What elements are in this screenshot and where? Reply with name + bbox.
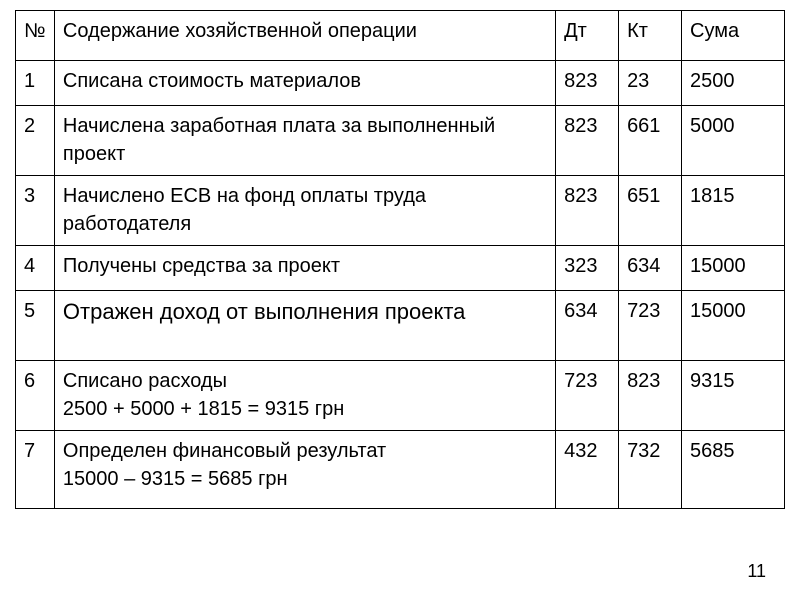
cell-num: 3 — [16, 176, 55, 246]
cell-kt: 732 — [619, 431, 682, 509]
cell-num: 1 — [16, 61, 55, 106]
cell-num: 2 — [16, 106, 55, 176]
table-row: 1 Списана стоимость материалов 823 23 25… — [16, 61, 785, 106]
header-num: № — [16, 11, 55, 61]
cell-kt: 661 — [619, 106, 682, 176]
cell-sum: 5000 — [682, 106, 785, 176]
accounting-table: № Содержание хозяйственной операции Дт К… — [15, 10, 785, 509]
table-row: 2 Начислена заработная плата за выполнен… — [16, 106, 785, 176]
table-row: 3 Начислено ЕСВ на фонд оплаты труда раб… — [16, 176, 785, 246]
cell-kt: 823 — [619, 361, 682, 431]
cell-desc-highlighted: Отражен доход от выполнения проекта — [54, 291, 555, 361]
cell-desc: Списана стоимость материалов — [54, 61, 555, 106]
cell-dt: 823 — [556, 106, 619, 176]
cell-desc: Получены средства за проект — [54, 246, 555, 291]
cell-desc: Определен финансовый результат15000 – 93… — [54, 431, 555, 509]
cell-num: 7 — [16, 431, 55, 509]
cell-desc: Списано расходы2500 + 5000 + 1815 = 9315… — [54, 361, 555, 431]
cell-num: 5 — [16, 291, 55, 361]
header-dt: Дт — [556, 11, 619, 61]
cell-sum: 15000 — [682, 291, 785, 361]
table-row: 6 Списано расходы2500 + 5000 + 1815 = 93… — [16, 361, 785, 431]
cell-sum: 5685 — [682, 431, 785, 509]
cell-dt: 823 — [556, 176, 619, 246]
cell-desc: Начислена заработная плата за выполненны… — [54, 106, 555, 176]
page-number: 11 — [747, 561, 766, 582]
table-body: № Содержание хозяйственной операции Дт К… — [16, 11, 785, 509]
cell-sum: 9315 — [682, 361, 785, 431]
cell-kt: 23 — [619, 61, 682, 106]
cell-kt: 723 — [619, 291, 682, 361]
table-row: 4 Получены средства за проект 323 634 15… — [16, 246, 785, 291]
cell-num: 4 — [16, 246, 55, 291]
cell-num: 6 — [16, 361, 55, 431]
accounting-table-container: № Содержание хозяйственной операции Дт К… — [15, 10, 785, 509]
cell-dt: 823 — [556, 61, 619, 106]
cell-dt: 634 — [556, 291, 619, 361]
cell-sum: 15000 — [682, 246, 785, 291]
table-row: 7 Определен финансовый результат15000 – … — [16, 431, 785, 509]
cell-kt: 651 — [619, 176, 682, 246]
cell-sum: 1815 — [682, 176, 785, 246]
cell-dt: 432 — [556, 431, 619, 509]
header-sum: Сума — [682, 11, 785, 61]
cell-dt: 323 — [556, 246, 619, 291]
cell-dt: 723 — [556, 361, 619, 431]
cell-desc: Начислено ЕСВ на фонд оплаты труда работ… — [54, 176, 555, 246]
header-desc: Содержание хозяйственной операции — [54, 11, 555, 61]
cell-sum: 2500 — [682, 61, 785, 106]
table-header-row: № Содержание хозяйственной операции Дт К… — [16, 11, 785, 61]
header-kt: Кт — [619, 11, 682, 61]
cell-kt: 634 — [619, 246, 682, 291]
table-row: 5 Отражен доход от выполнения проекта 63… — [16, 291, 785, 361]
